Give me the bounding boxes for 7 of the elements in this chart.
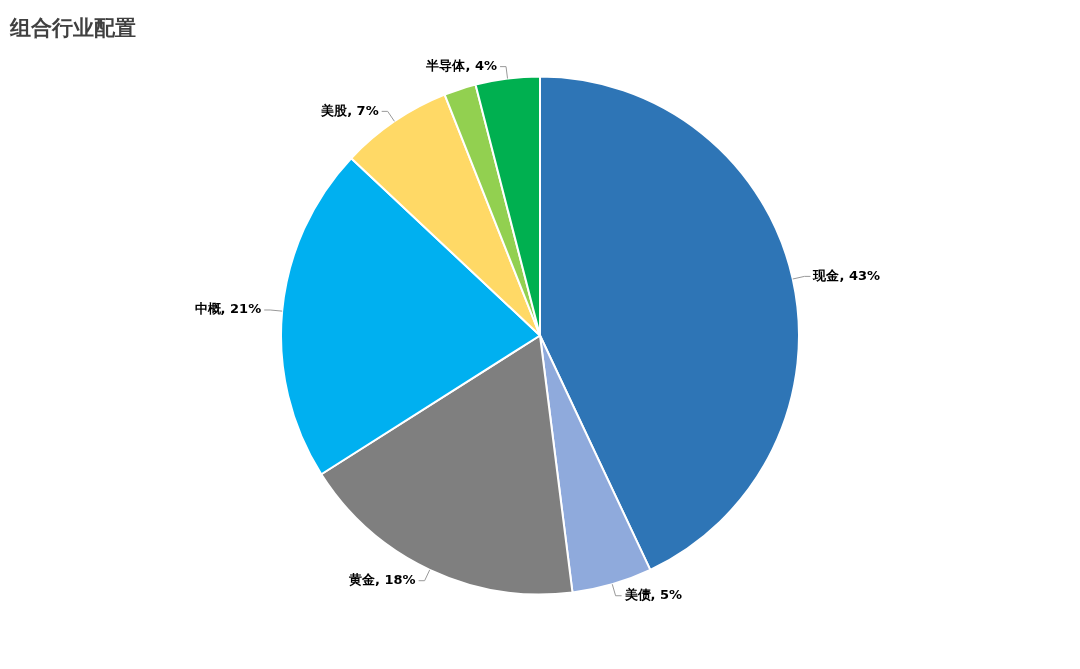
slice-label: 美股, 7%	[320, 102, 379, 118]
slice-label: 黄金, 18%	[348, 572, 416, 588]
chart-title: 组合行业配置	[10, 15, 136, 42]
slice-label: 美债, 5%	[623, 587, 683, 603]
slice-label: 现金, 43%	[812, 267, 881, 283]
slice-label: 中概, 21%	[194, 301, 262, 317]
slice-label: 半导体, 4%	[425, 58, 498, 74]
